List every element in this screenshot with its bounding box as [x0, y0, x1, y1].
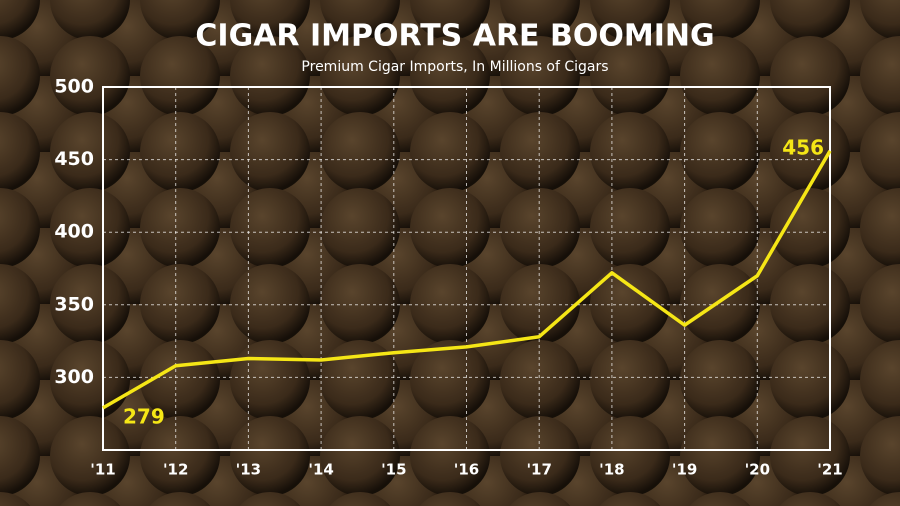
x-tick-label: '19 — [672, 461, 697, 479]
x-tick-label: '11 — [90, 461, 115, 479]
y-tick-label: 350 — [54, 293, 94, 315]
x-tick-label: '20 — [745, 461, 770, 479]
x-tick-label: '13 — [236, 461, 261, 479]
y-tick-label: 450 — [54, 148, 94, 170]
x-tick-label: '16 — [454, 461, 479, 479]
x-tick-label: '18 — [599, 461, 624, 479]
x-tick-label: '14 — [308, 461, 333, 479]
x-tick-label: '15 — [381, 461, 406, 479]
x-tick-label: '21 — [817, 461, 842, 479]
data-label: 279 — [123, 404, 165, 428]
y-tick-label: 300 — [54, 366, 94, 388]
y-tick-label: 500 — [54, 76, 94, 98]
y-tick-label: 400 — [54, 221, 94, 243]
data-line — [102, 150, 832, 410]
chart-title: CIGAR IMPORTS ARE BOOMING — [195, 19, 714, 54]
x-tick-label: '17 — [526, 461, 551, 479]
chart-subtitle: Premium Cigar Imports, In Millions of Ci… — [301, 59, 608, 75]
x-tick-label: '12 — [163, 461, 188, 479]
data-label: 456 — [782, 135, 824, 159]
